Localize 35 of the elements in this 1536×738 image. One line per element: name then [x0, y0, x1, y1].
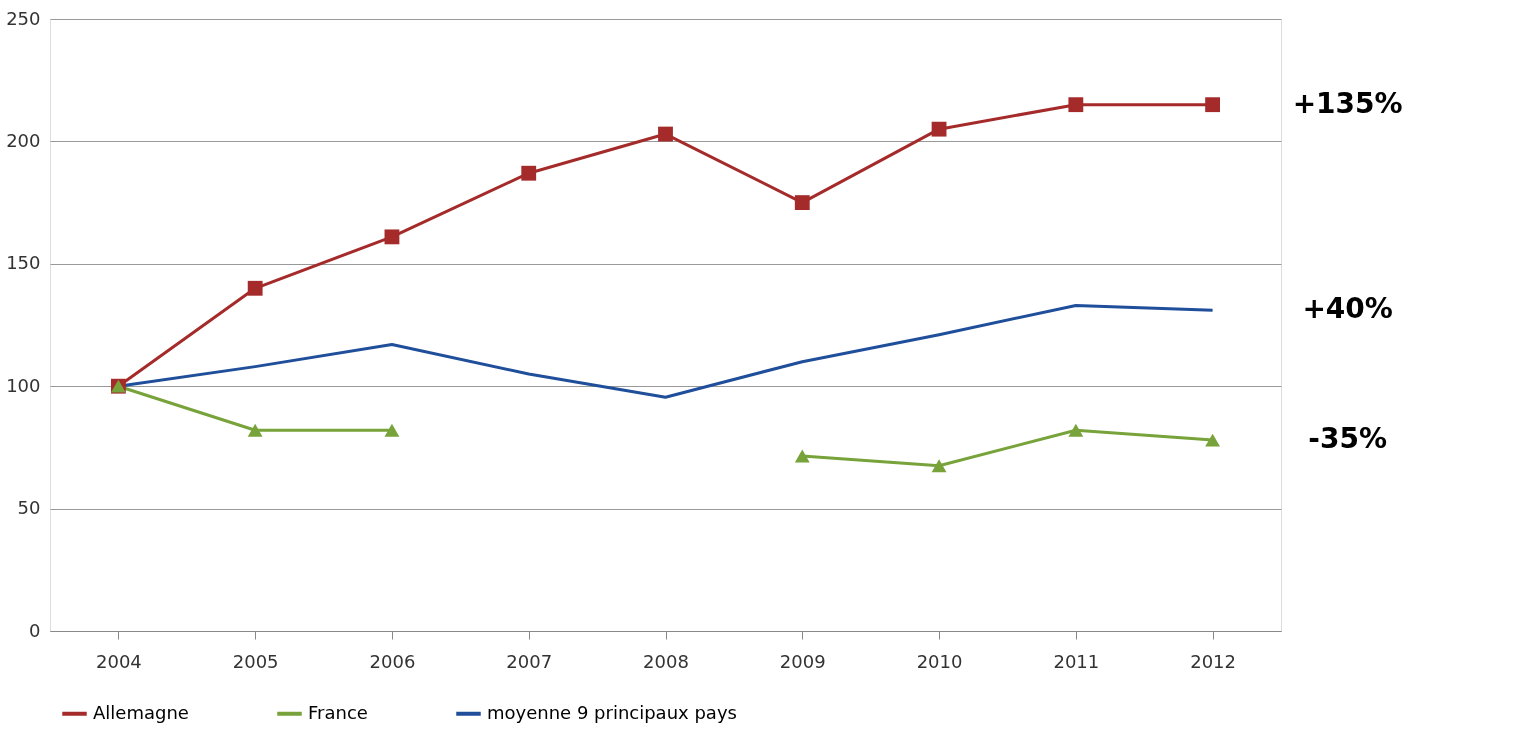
- point: [247, 423, 263, 437]
- x-tick-label: 2004: [95, 650, 142, 672]
- y-tick-label: 150: [6, 252, 41, 274]
- x-tick-label: 2008: [643, 650, 689, 672]
- point: [521, 165, 537, 181]
- text: +135%: [1292, 86, 1403, 120]
- point: [1205, 97, 1221, 113]
- point: [1068, 423, 1084, 437]
- point: [794, 195, 810, 211]
- point: [384, 423, 400, 437]
- x-tick-label: 2006: [369, 650, 416, 672]
- point: [931, 121, 947, 137]
- x-tick-label: 2009: [779, 650, 826, 672]
- y-tick-label: 200: [6, 129, 41, 151]
- legend-label: moyenne 9 principaux pays: [487, 701, 737, 723]
- point: [658, 126, 673, 142]
- x-tick-label: 2005: [232, 650, 279, 672]
- legend-label: Allemagne: [93, 701, 189, 723]
- y-tick-label: 100: [6, 374, 41, 396]
- point: [1205, 433, 1221, 447]
- legend-label: France: [308, 701, 368, 723]
- text: -35%: [1308, 422, 1387, 456]
- point: [1068, 97, 1084, 113]
- point: [384, 229, 400, 245]
- y-tick-label: 250: [6, 7, 41, 29]
- x-tick-label: 2010: [916, 650, 963, 672]
- x-tick-label: 2007: [506, 650, 553, 672]
- point: [247, 280, 263, 296]
- y-tick-label: 0: [29, 619, 41, 641]
- x-tick-label: 2011: [1053, 650, 1100, 672]
- y-tick-label: 50: [17, 497, 41, 519]
- x-tick-label: 2012: [1190, 650, 1237, 672]
- point: [794, 449, 810, 463]
- point: [931, 459, 947, 473]
- text: +40%: [1302, 292, 1393, 326]
